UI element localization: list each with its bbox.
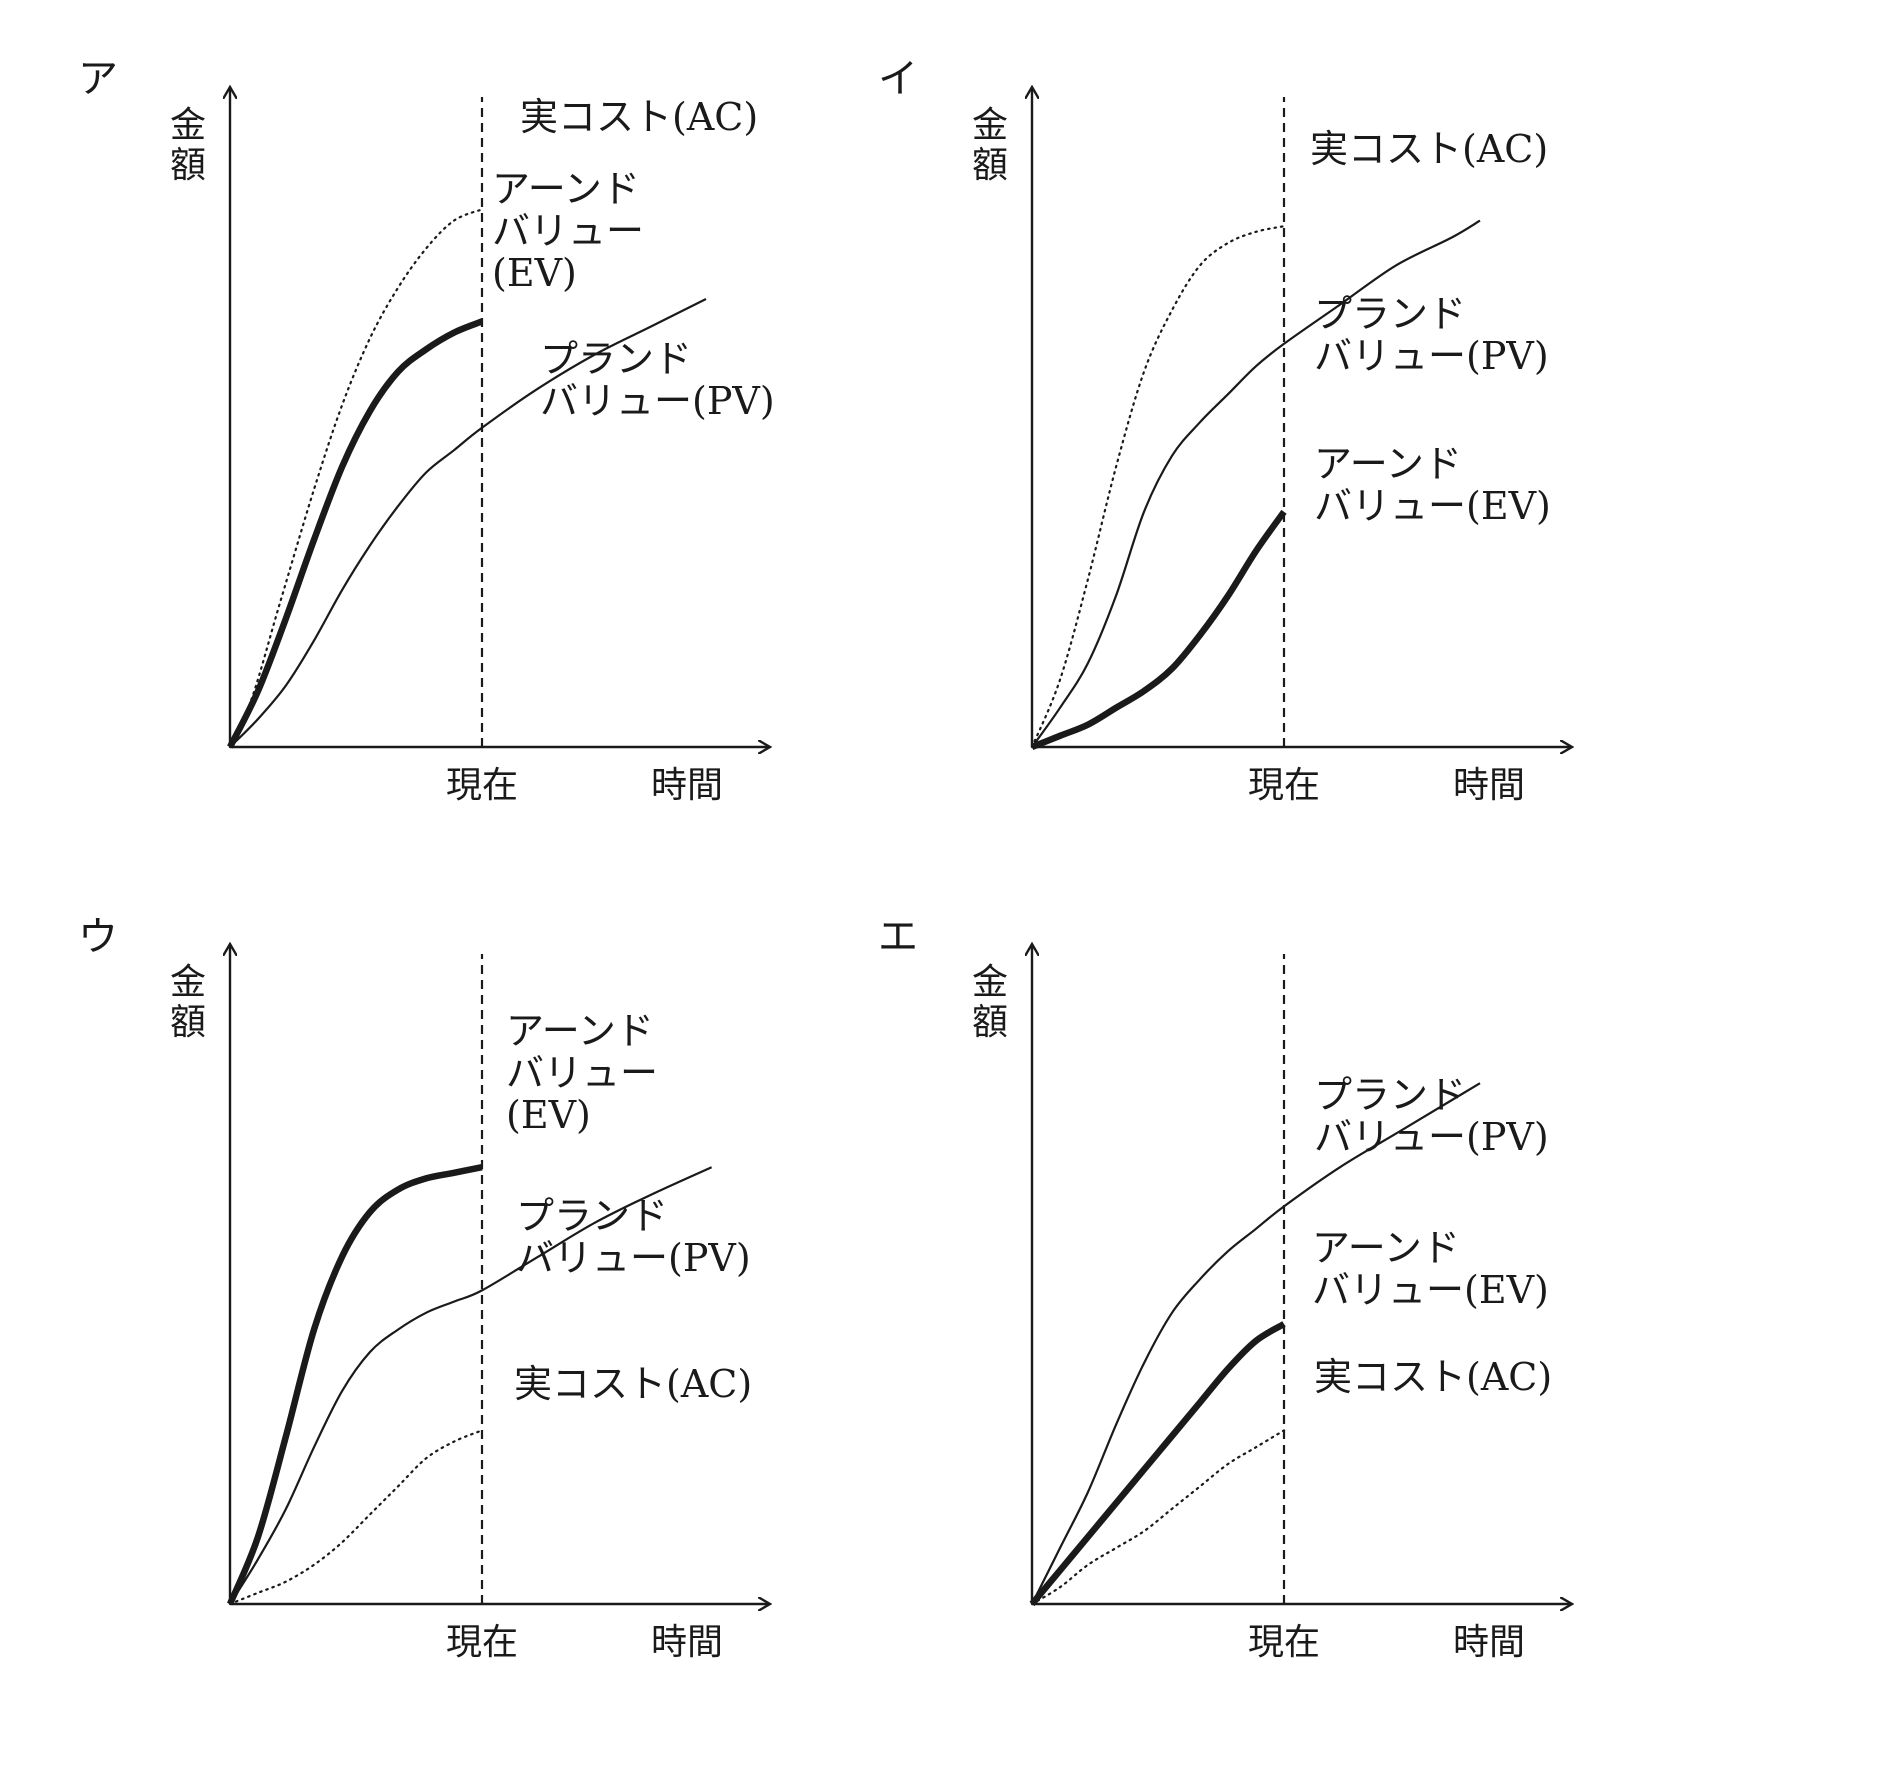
series-label-ev: アーンドバリュー(EV) — [1312, 1226, 1549, 1312]
series-label-line: プランド — [1314, 1073, 1466, 1117]
series-line-ev — [227, 1164, 483, 1606]
y-axis-label: 金額 — [170, 105, 206, 186]
now-label: 現在 — [446, 765, 518, 806]
series-label-line: プランド — [516, 1194, 668, 1238]
series-label-ac: 実コスト(AC) — [520, 95, 758, 139]
x-axis-label: 時間 — [651, 1622, 723, 1663]
now-label: 現在 — [1248, 765, 1320, 806]
series-label-line: バリュー(PV) — [1314, 1115, 1549, 1159]
series-label-ac: 実コスト(AC) — [514, 1362, 752, 1406]
series-line-pv — [229, 1166, 713, 1605]
x-axis-label: 時間 — [1453, 765, 1525, 806]
series-line-ac — [228, 208, 484, 749]
series-label-pv: プランドバリュー(PV) — [540, 337, 775, 423]
series-label-line: アーンド — [492, 167, 640, 211]
series-label-pv: プランドバリュー(PV) — [1314, 1073, 1549, 1159]
series-line-ac — [1030, 1429, 1286, 1606]
series-label-ev: アーンドバリュー(EV) — [506, 1009, 658, 1137]
series-line-ac — [228, 1429, 484, 1606]
series-label-ev: アーンドバリュー(EV) — [1314, 442, 1551, 528]
series-line-pv — [1031, 1082, 1481, 1605]
series-line-ev — [1029, 1321, 1286, 1607]
series-label-line: アーンド — [1314, 442, 1462, 486]
x-axis-label: 時間 — [1453, 1622, 1525, 1663]
series-label-line: バリュー(PV) — [1314, 334, 1549, 378]
now-label: 現在 — [446, 1622, 518, 1663]
series-line-pv — [1031, 219, 1481, 748]
series-label-ev: アーンドバリュー(EV) — [492, 167, 644, 295]
series-label-line: プランド — [1314, 292, 1466, 336]
panel-letter: ウ — [78, 914, 118, 960]
x-axis-label: 時間 — [651, 765, 723, 806]
series-label-line: プランド — [540, 337, 692, 381]
series-label-line: 実コスト(AC) — [1314, 1355, 1552, 1399]
panel-letter: ア — [78, 56, 118, 102]
series-label-line: 実コスト(AC) — [1310, 127, 1548, 171]
panel-letter: イ — [878, 56, 918, 102]
series-label-line: (EV) — [492, 251, 577, 295]
panel-letter: エ — [878, 914, 918, 960]
series-label-line: (EV) — [506, 1093, 591, 1137]
series-label-line: バリュー(PV) — [540, 379, 775, 423]
y-axis-label: 金額 — [972, 962, 1008, 1043]
series-label-ac: 実コスト(AC) — [1310, 127, 1548, 171]
series-label-pv: プランドバリュー(PV) — [516, 1194, 751, 1280]
series-line-ev — [227, 318, 484, 749]
series-label-line: バリュー — [506, 1051, 658, 1095]
series-label-ac: 実コスト(AC) — [1314, 1355, 1552, 1399]
series-label-line: 実コスト(AC) — [514, 1362, 752, 1406]
series-label-line: アーンド — [1312, 1226, 1460, 1270]
series-label-line: バリュー — [492, 209, 644, 253]
series-line-ev — [1030, 509, 1287, 751]
y-axis-label: 金額 — [170, 962, 206, 1043]
series-label-line: 実コスト(AC) — [520, 95, 758, 139]
series-label-line: バリュー(EV) — [1314, 484, 1551, 528]
y-axis-label: 金額 — [972, 105, 1008, 186]
series-label-pv: プランドバリュー(PV) — [1314, 292, 1549, 378]
series-label-line: バリュー(PV) — [516, 1236, 751, 1280]
now-label: 現在 — [1248, 1622, 1320, 1663]
series-line-ac — [1030, 225, 1286, 749]
series-label-line: アーンド — [506, 1009, 654, 1053]
series-label-line: バリュー(EV) — [1312, 1268, 1549, 1312]
series-line-pv — [229, 298, 707, 748]
